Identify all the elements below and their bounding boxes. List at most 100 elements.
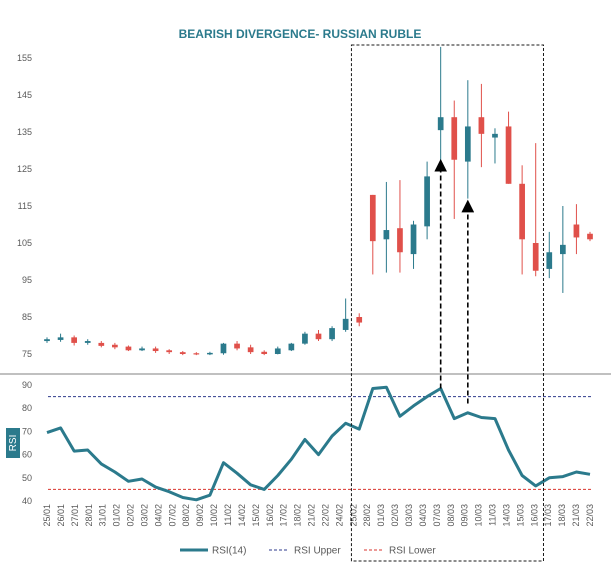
- x-tick-label: 15/03: [515, 504, 525, 527]
- x-tick-label: 22/02: [320, 504, 330, 527]
- x-tick-label: 03/03: [404, 504, 414, 527]
- x-tick-label: 28/02: [362, 504, 372, 527]
- candle-body: [261, 351, 268, 354]
- candle-body: [573, 224, 580, 238]
- candle: [329, 326, 335, 342]
- candle: [383, 181, 390, 273]
- candle-body: [125, 346, 132, 351]
- candle-body: [451, 117, 458, 160]
- candle: [573, 204, 580, 255]
- x-tick-label: 16/02: [265, 504, 275, 527]
- x-tick-label: 25/01: [42, 504, 52, 527]
- x-tick-label: 08/03: [446, 504, 456, 527]
- x-tick-label: 18/03: [557, 504, 567, 527]
- x-tick-label: 02/03: [390, 504, 400, 527]
- candle-body: [383, 230, 390, 240]
- candle-body: [424, 176, 430, 227]
- x-tick-label: 10/03: [474, 504, 484, 527]
- candle: [587, 231, 593, 242]
- candle-body: [464, 126, 471, 162]
- candle: [315, 329, 322, 342]
- candle-body: [166, 350, 173, 353]
- price-tick-label: 155: [17, 53, 32, 63]
- candle-body: [478, 117, 485, 134]
- x-tick-label: 04/02: [153, 504, 163, 527]
- x-tick-label: 09/03: [460, 504, 470, 527]
- x-tick-label: 22/03: [585, 504, 595, 527]
- candle: [437, 46, 444, 162]
- rsi-label-badge: [6, 428, 20, 458]
- candle-body: [559, 244, 566, 255]
- candle: [98, 341, 105, 348]
- legend: RSI(14) RSI Upper RSI Lower: [180, 546, 436, 557]
- x-tick-label: 16/03: [529, 504, 539, 527]
- candle: [288, 342, 295, 352]
- candle: [274, 346, 281, 355]
- x-tick-label: 14/03: [501, 504, 511, 527]
- candle: [505, 111, 512, 184]
- x-tick-label: 18/02: [293, 504, 303, 527]
- candle-body: [207, 352, 213, 355]
- candle: [424, 161, 430, 240]
- candle: [478, 83, 485, 168]
- candle-body: [112, 344, 118, 348]
- x-tick-label: 21/02: [307, 504, 317, 527]
- candle-body: [437, 117, 444, 131]
- candle: [57, 333, 64, 342]
- x-axis: 25/01 26/01 27/01 28/01 31/01 01/02 02/02 03/02…: [42, 504, 595, 527]
- rsi-line: [46, 385, 591, 502]
- x-tick-label: 01/03: [376, 504, 386, 527]
- x-tick-label: 14/02: [237, 504, 247, 527]
- candle: [492, 128, 498, 164]
- rsi-series: [46, 385, 592, 502]
- legend-item: RSI(14): [180, 546, 246, 557]
- candle: [546, 231, 553, 279]
- candle: [112, 342, 118, 350]
- legend-label: RSI Lower: [389, 546, 436, 557]
- candle-body: [519, 183, 525, 240]
- candle-body: [532, 243, 539, 271]
- candle: [451, 100, 458, 219]
- candle-body: [179, 352, 186, 354]
- candle-body: [492, 133, 498, 138]
- candle-body: [356, 317, 363, 323]
- x-tick-label: 09/02: [195, 504, 205, 527]
- candle-body: [152, 348, 159, 352]
- candle-body: [220, 343, 227, 354]
- x-tick-label: 02/02: [126, 504, 136, 527]
- candle: [519, 165, 525, 275]
- candle: [532, 143, 539, 277]
- candle: [356, 313, 363, 327]
- x-tick-label: 10/02: [209, 504, 219, 527]
- candle: [464, 80, 471, 199]
- candle: [125, 345, 132, 352]
- x-tick-label: 28/01: [84, 504, 94, 527]
- candle-body: [546, 252, 553, 269]
- candle: [152, 346, 159, 353]
- x-tick-label: 01/02: [112, 504, 122, 527]
- legend-label: RSI Upper: [294, 546, 341, 557]
- candle: [84, 339, 91, 345]
- candle: [71, 335, 78, 346]
- rsi-tick-label: 70: [22, 426, 32, 436]
- x-tick-label: 04/03: [418, 504, 428, 527]
- candle-body: [397, 228, 403, 253]
- candle: [410, 220, 417, 269]
- candlestick-series: [44, 46, 593, 356]
- candle-body: [587, 233, 593, 240]
- candle: [559, 206, 566, 293]
- rsi-tick-label: 50: [22, 473, 32, 483]
- candle-body: [342, 318, 349, 330]
- divergence-highlight-box: [350, 44, 544, 562]
- candle-body: [71, 337, 78, 343]
- candle: [369, 194, 376, 275]
- price-tick-label: 105: [17, 238, 32, 248]
- x-tick-label: 11/02: [223, 504, 233, 526]
- legend-item: RSI Lower: [364, 546, 436, 557]
- chart-title: BEARISH DIVERGENCE- RUSSIAN RUBLE: [179, 27, 422, 41]
- candle: [234, 341, 240, 351]
- price-tick-label: 95: [22, 275, 32, 285]
- candle: [397, 180, 403, 273]
- candle: [44, 337, 50, 343]
